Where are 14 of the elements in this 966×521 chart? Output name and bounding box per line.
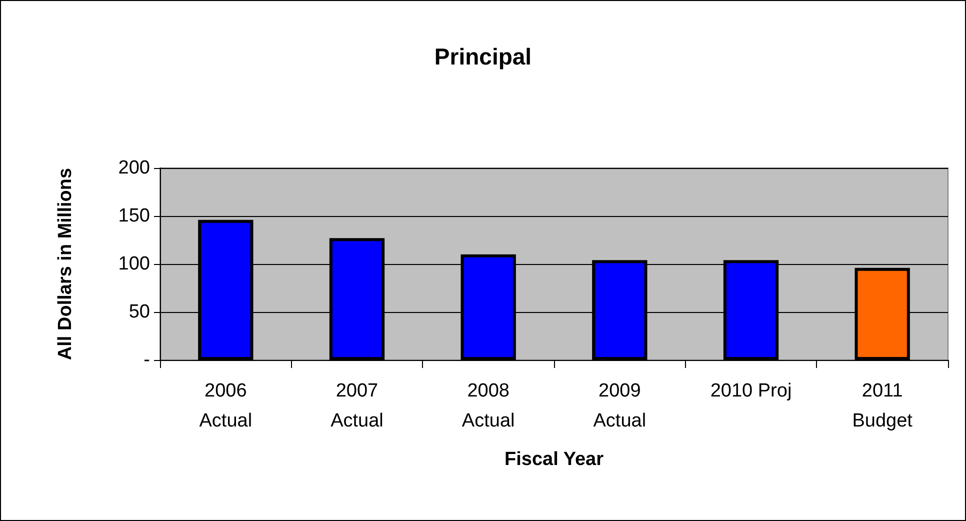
x-tick-label: 2010 Proj xyxy=(710,380,792,402)
x-tick-label: 2007 Actual xyxy=(330,380,384,432)
y-tick-label: 100 xyxy=(118,254,150,274)
y-axis-title: All Dollars in Millions xyxy=(55,168,76,360)
x-tick-label: 2006 Actual xyxy=(199,380,252,432)
x-axis-title: Fiscal Year xyxy=(504,449,604,470)
x-tick-label: 2009 Actual xyxy=(593,380,646,432)
y-tick-label: 200 xyxy=(118,158,150,178)
x-tick-label: 2011 Budget xyxy=(852,380,914,432)
chart-title: Principal xyxy=(434,44,532,70)
y-tick-label: 50 xyxy=(128,302,150,322)
y-tick-label: - xyxy=(144,350,150,370)
y-tick-label: 150 xyxy=(118,206,150,226)
x-tick-label: 2008 Actual xyxy=(462,380,515,432)
